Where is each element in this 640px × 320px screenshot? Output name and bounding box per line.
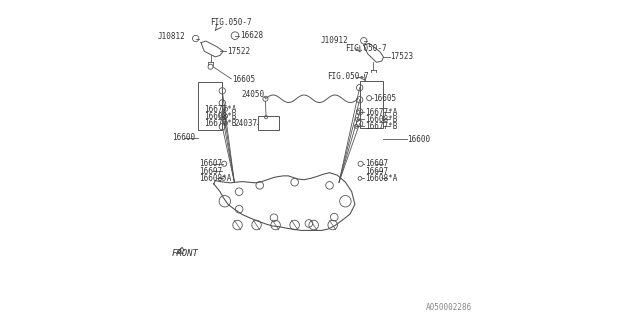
Text: FRONT: FRONT [172, 249, 198, 258]
Text: FIG.050-7: FIG.050-7 [211, 19, 252, 28]
Text: 16697: 16697 [365, 167, 388, 176]
Text: J10912: J10912 [321, 36, 349, 45]
Text: 16600: 16600 [407, 135, 430, 144]
Text: 16697: 16697 [200, 167, 223, 176]
Text: 16677*B: 16677*B [204, 119, 237, 128]
Text: 16677*B: 16677*B [365, 122, 397, 131]
Text: 16600: 16600 [173, 133, 196, 142]
Text: A050002286: A050002286 [426, 303, 472, 312]
Text: 24050: 24050 [241, 91, 264, 100]
Text: 16677*A: 16677*A [204, 105, 237, 114]
Bar [360, 81, 383, 128]
Text: J10812: J10812 [157, 32, 185, 41]
Text: 16608*B: 16608*B [365, 115, 397, 124]
Text: 16607: 16607 [200, 159, 223, 168]
Text: 16677*A: 16677*A [365, 108, 397, 117]
Text: 16605: 16605 [374, 94, 397, 103]
Text: 17522: 17522 [227, 47, 250, 56]
Bar [258, 116, 279, 131]
Text: 16607: 16607 [365, 159, 388, 168]
Text: 24037: 24037 [234, 119, 257, 128]
Text: 16608*A: 16608*A [200, 174, 232, 183]
Text: FIG.050-7: FIG.050-7 [327, 72, 369, 81]
Text: 17523: 17523 [390, 52, 413, 61]
Text: 16605: 16605 [232, 75, 255, 84]
Text: FIG.050-7: FIG.050-7 [345, 44, 387, 53]
Text: 16608*B: 16608*B [204, 112, 237, 121]
Text: 16628: 16628 [240, 31, 263, 40]
Bar [198, 82, 221, 130]
Text: 16608*A: 16608*A [365, 174, 397, 183]
